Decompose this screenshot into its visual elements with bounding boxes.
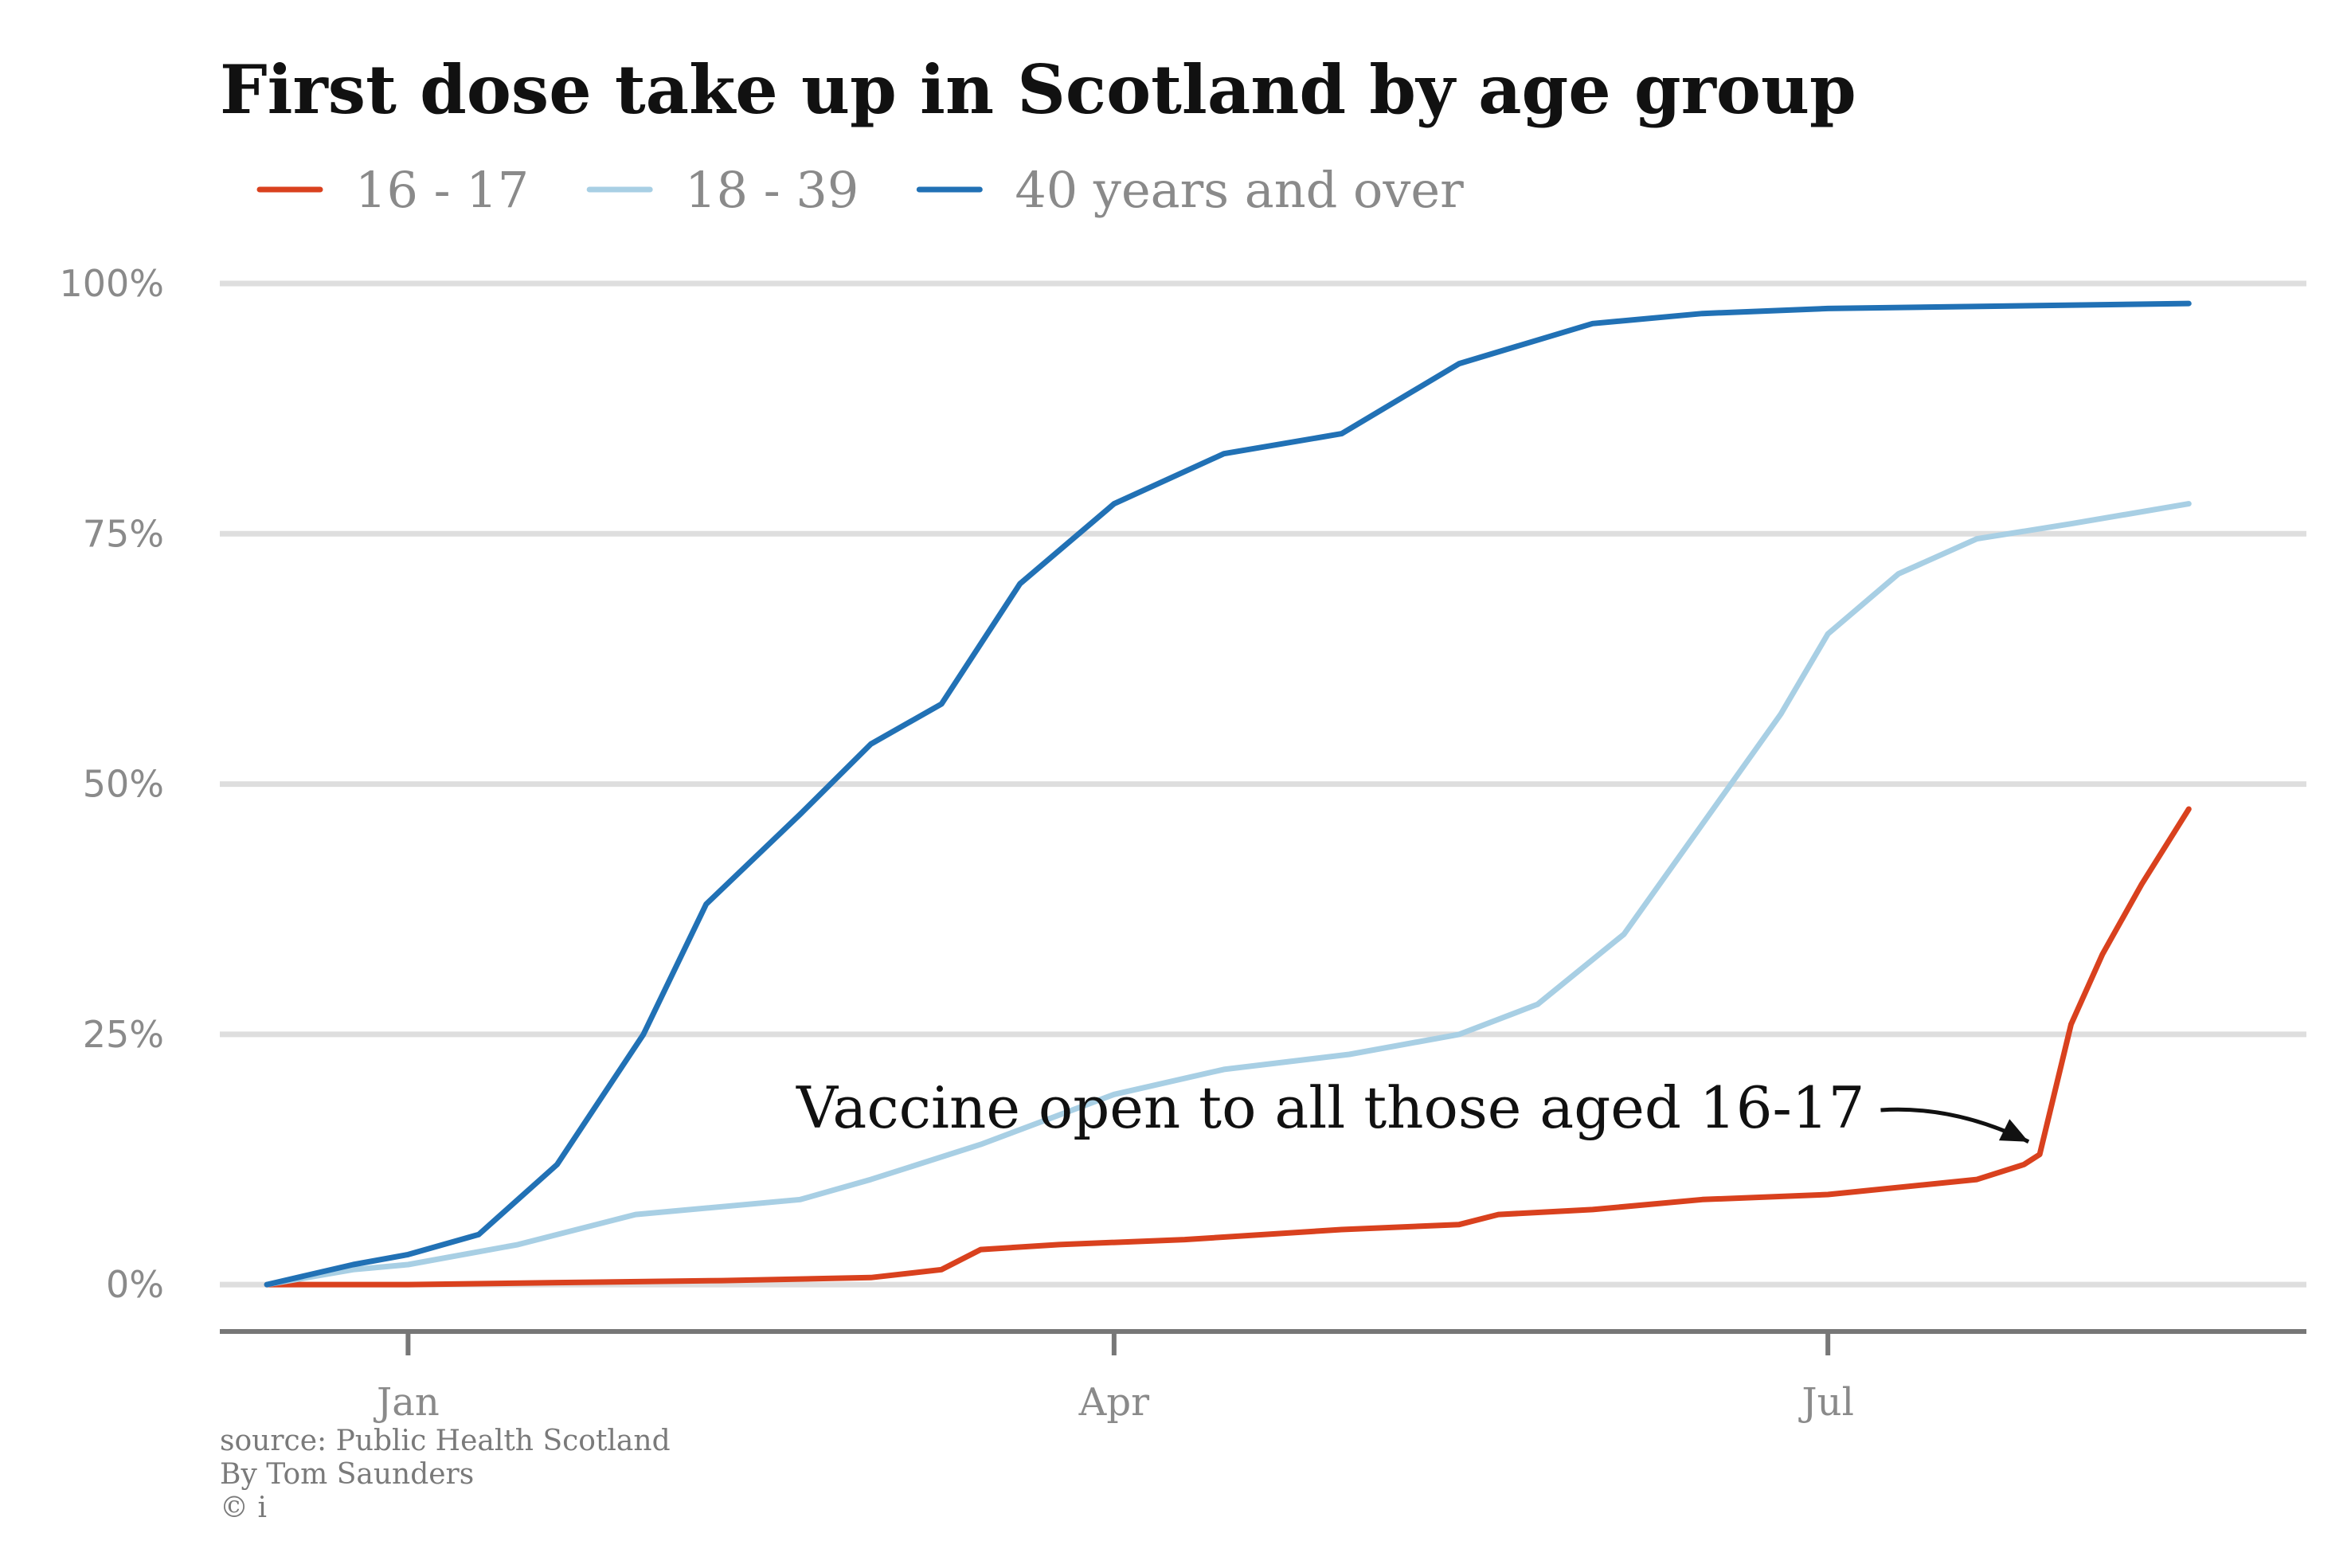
- legend: 16 - 17 18 - 39 40 years and over: [256, 161, 1464, 219]
- y-tick-label: 50%: [83, 763, 164, 806]
- x-tick-label: Jan: [373, 1380, 440, 1425]
- annotation-text: Vaccine open to all those aged 16-17: [796, 1074, 1864, 1141]
- legend-label-1: 16 - 17: [355, 161, 529, 219]
- source-note: source: Public Health Scotland: [220, 1425, 671, 1457]
- series-layer: [264, 300, 2192, 1288]
- y-tick-label: 25%: [83, 1013, 164, 1056]
- annotation: Vaccine open to all those aged 16-17: [796, 1074, 2030, 1144]
- series-line-1: [264, 806, 2192, 1288]
- chart-title: First dose take up in Scotland by age gr…: [220, 50, 1856, 129]
- author-note: By Tom Saunders: [220, 1458, 474, 1491]
- legend-label-2: 18 - 39: [685, 161, 859, 219]
- legend-label-3: 40 years and over: [1015, 161, 1464, 219]
- y-tick-label: 75%: [83, 512, 164, 555]
- series-line-3: [264, 300, 2192, 1288]
- y-tick-label: 100%: [59, 262, 164, 305]
- copyright-note: © i: [220, 1492, 267, 1524]
- series-line-2: [264, 501, 2192, 1288]
- y-tick-label: 0%: [106, 1263, 164, 1306]
- annotation-arrow-head: [1998, 1119, 2029, 1142]
- x-tick-label: Jul: [1797, 1380, 1854, 1425]
- x-axis: Jan Apr Jul: [220, 1329, 2306, 1425]
- grid: 0% 25% 50% 75% 100%: [59, 262, 2306, 1306]
- x-tick-label: Apr: [1078, 1380, 1149, 1425]
